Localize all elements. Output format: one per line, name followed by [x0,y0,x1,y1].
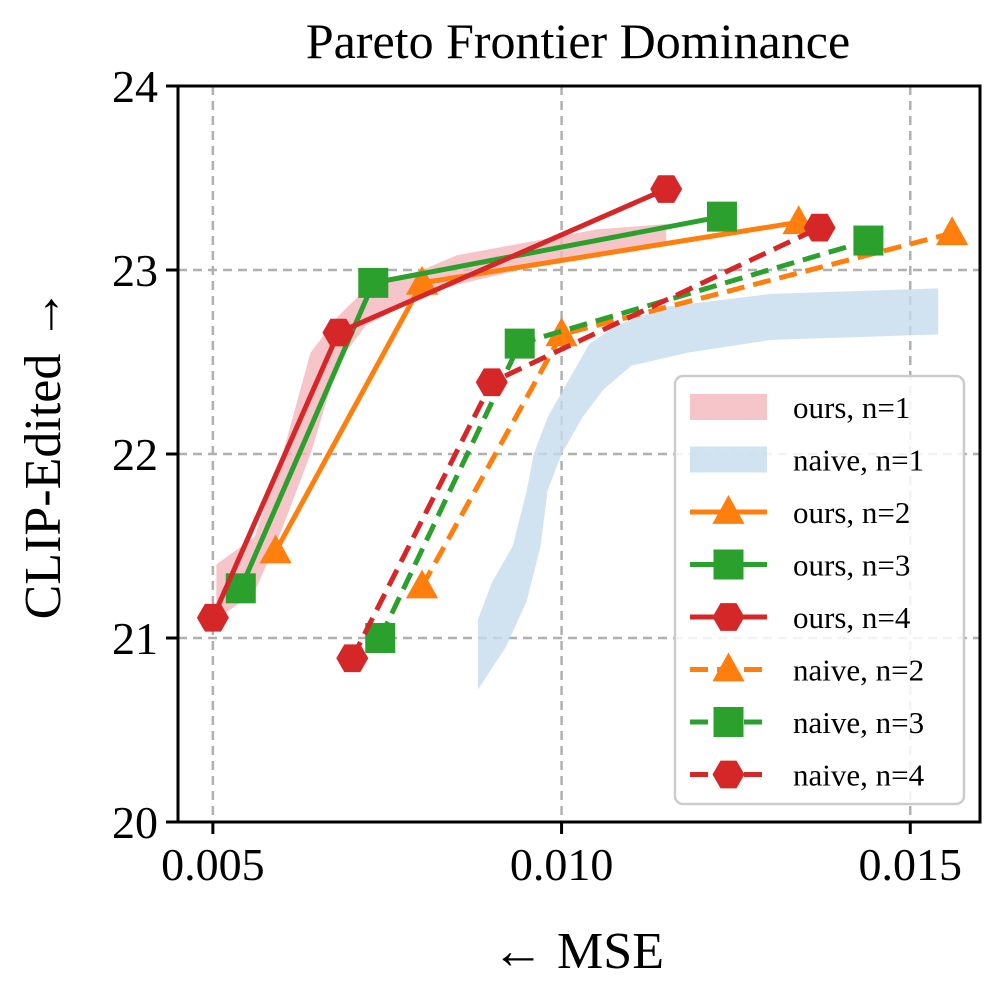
chart-title: Pareto Frontier Dominance [306,13,850,69]
point-ours-n-2 [259,534,292,564]
legend-label: naive, n=2 [793,653,924,688]
point-ours-n-4 [322,318,355,347]
legend-label: ours, n=3 [793,548,910,583]
point-ours-n-4 [196,603,229,632]
plot-frame [176,84,982,824]
legend-label: naive, n=4 [793,758,925,793]
legend: ours, n=1 naive, n=1 ours, n=2 ours, n=3 our… [673,374,966,806]
legend-label: ours, n=2 [793,495,910,530]
legend-marker [712,760,745,789]
legend-marker [712,495,745,524]
y-axis-label: CLIP-Edited → [15,289,72,620]
point-naive-n-4 [803,213,836,242]
legend-frame [673,374,966,806]
x-axis-label: ← MSE [492,923,664,980]
y-tick-label: 22 [112,429,158,480]
legend-marker [713,549,744,580]
series-lines [196,175,969,673]
y-tick-label: 21 [112,613,158,664]
legend-label: ours, n=1 [793,390,910,425]
x-tick-label: 0.010 [510,839,614,890]
legend-label: naive, n=3 [793,705,924,740]
legend-label: naive, n=1 [793,443,924,478]
point-naive-n-4 [475,368,508,397]
point-ours-n-3 [706,201,737,232]
x-tick-label: 0.015 [859,839,963,890]
confidence-bands [216,224,939,690]
point-ours-n-2 [405,265,439,295]
legend-swatch [690,446,767,473]
band-ours-n-1 [216,224,667,620]
point-naive-n-3 [853,225,884,256]
point-ours-n-4 [650,175,683,203]
legend-label: ours, n=4 [793,600,911,635]
point-naive-n-3 [504,328,535,359]
point-naive-n-2 [545,317,578,347]
legend-marker [713,707,744,737]
point-naive-n-2 [405,569,439,599]
point-naive-n-2 [936,216,969,246]
y-tick-label: 20 [112,797,158,848]
point-ours-n-3 [358,267,389,298]
axis-ticks: 0.005 0.010 0.015 20 21 22 23 24 [112,61,962,890]
legend-marker [712,603,745,631]
series-line-naive-n-2 [419,230,953,588]
legend-swatch [690,394,767,420]
y-tick-label: 24 [112,61,158,112]
x-tick-label: 0.005 [161,839,265,890]
band-naive-n-1 [477,288,939,690]
legend-marker [712,652,745,682]
point-naive-n-4 [336,644,369,673]
y-tick-label: 23 [112,245,158,296]
